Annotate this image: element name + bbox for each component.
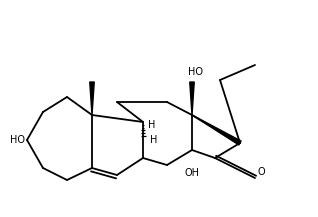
- Text: HO: HO: [188, 67, 203, 77]
- Polygon shape: [192, 115, 241, 145]
- Text: H: H: [148, 120, 156, 130]
- Polygon shape: [190, 82, 194, 115]
- Text: HO: HO: [10, 135, 25, 145]
- Text: O: O: [258, 167, 266, 177]
- Text: H: H: [150, 135, 157, 145]
- Text: OH: OH: [184, 168, 199, 178]
- Polygon shape: [90, 82, 94, 115]
